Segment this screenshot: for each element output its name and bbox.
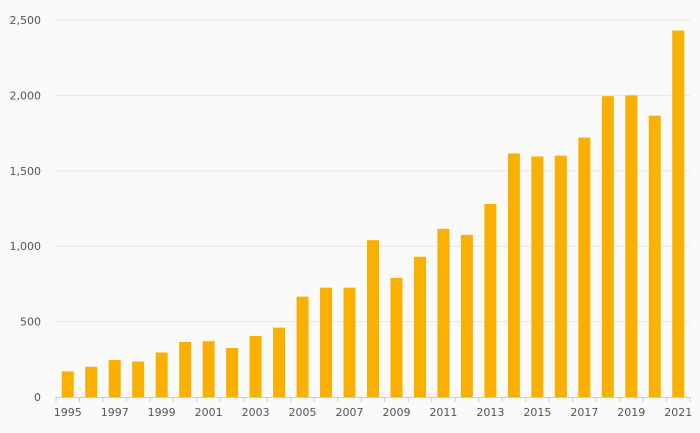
bar-1996 — [85, 366, 98, 397]
bar-2015 — [531, 156, 544, 397]
x-tick-label: 1999 — [148, 406, 176, 419]
x-axis — [55, 397, 691, 402]
y-tick-label: 2,000 — [10, 89, 42, 102]
bar-1999 — [155, 352, 168, 397]
x-axis-labels: 1995 1997 1999 2001 2003 2005 2007 2009 2011 2013… — [54, 406, 693, 419]
y-axis-labels: 0 500 1,000 1,500 2,000 2,500 — [10, 14, 42, 404]
x-tick-label: 2001 — [195, 406, 223, 419]
bar-2009 — [390, 277, 403, 397]
x-tick-label: 2005 — [289, 406, 317, 419]
bar-2012 — [460, 234, 473, 397]
y-tick-label: 2,500 — [10, 14, 42, 27]
bar-2005 — [296, 296, 309, 397]
bar-2011 — [437, 228, 450, 397]
bars — [61, 30, 685, 398]
bar-2018 — [601, 96, 614, 398]
bar-2013 — [484, 203, 497, 397]
bar-2017 — [578, 137, 591, 397]
bar-2000 — [179, 341, 192, 397]
bar-2007 — [343, 287, 356, 397]
bar-2021 — [672, 30, 685, 397]
x-tick-label: 2015 — [523, 406, 551, 419]
bar-2010 — [413, 256, 426, 397]
x-tick-label: 2017 — [570, 406, 598, 419]
x-tick-label: 2019 — [617, 406, 645, 419]
bar-1997 — [108, 360, 121, 397]
bar-2020 — [648, 115, 661, 398]
bar-2016 — [554, 155, 567, 397]
bar-2001 — [202, 341, 215, 397]
bar-2004 — [273, 327, 286, 397]
bar-1995 — [61, 371, 74, 397]
bar-1998 — [132, 361, 145, 397]
y-tick-label: 500 — [20, 316, 41, 329]
x-tick-label: 2009 — [382, 406, 410, 419]
bar-2014 — [507, 153, 520, 397]
bar-2019 — [625, 95, 638, 398]
x-tick-label: 2021 — [664, 406, 692, 419]
bar-2003 — [249, 335, 262, 397]
x-tick-label: 2013 — [476, 406, 504, 419]
y-tick-label: 0 — [34, 391, 41, 404]
x-tick-label: 2003 — [242, 406, 270, 419]
bar-2006 — [320, 287, 333, 397]
x-tick-label: 2011 — [429, 406, 457, 419]
x-tick-label: 1997 — [101, 406, 129, 419]
bar-2002 — [226, 347, 239, 397]
bar-2008 — [367, 240, 379, 397]
x-tick-label: 1995 — [54, 406, 82, 419]
y-tick-label: 1,000 — [10, 240, 42, 253]
x-tick-label: 2007 — [336, 406, 364, 419]
y-tick-label: 1,500 — [10, 165, 42, 178]
